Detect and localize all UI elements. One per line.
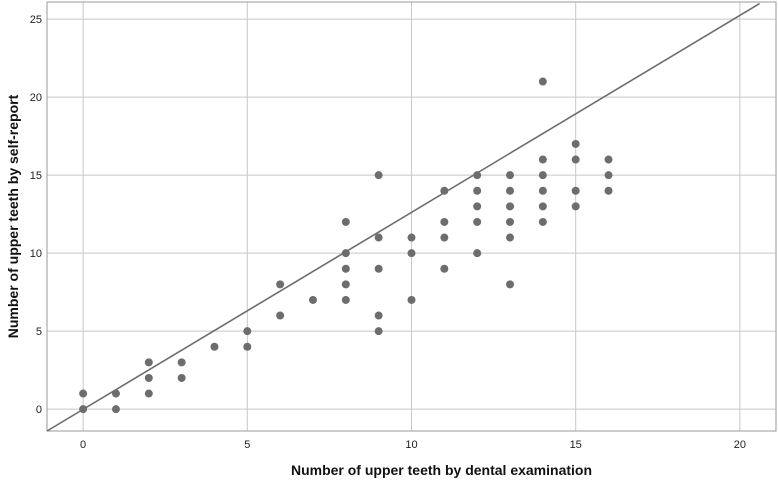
x-tick-label: 5 xyxy=(244,439,250,451)
data-point xyxy=(276,311,285,320)
data-point xyxy=(506,171,515,180)
data-point xyxy=(604,186,613,195)
data-point xyxy=(210,342,219,351)
data-point xyxy=(440,233,449,242)
data-point xyxy=(144,373,153,382)
data-point xyxy=(374,171,383,180)
data-point xyxy=(440,217,449,226)
data-point xyxy=(538,186,547,195)
data-point xyxy=(538,77,547,86)
data-point xyxy=(473,171,482,180)
y-tick-label: 0 xyxy=(36,404,42,416)
data-point xyxy=(440,186,449,195)
data-point xyxy=(571,202,580,211)
x-tick-label: 15 xyxy=(570,439,582,451)
data-point xyxy=(506,202,515,211)
data-point xyxy=(506,233,515,242)
data-point xyxy=(111,405,120,414)
data-point xyxy=(144,389,153,398)
plot-frame xyxy=(46,1,777,432)
data-point xyxy=(506,186,515,195)
y-tick-label: 25 xyxy=(30,14,42,26)
data-point xyxy=(571,155,580,164)
x-tick-label: 20 xyxy=(734,439,746,451)
data-point xyxy=(243,327,252,336)
data-point xyxy=(538,217,547,226)
data-point xyxy=(111,389,120,398)
data-point xyxy=(538,171,547,180)
data-point xyxy=(604,171,613,180)
data-point xyxy=(79,389,88,398)
data-point xyxy=(440,264,449,273)
data-point xyxy=(374,264,383,273)
data-point xyxy=(276,280,285,289)
x-axis-title: Number of upper teeth by dental examinat… xyxy=(291,462,592,478)
data-point xyxy=(341,217,350,226)
data-point xyxy=(374,327,383,336)
data-point xyxy=(473,186,482,195)
data-point xyxy=(506,217,515,226)
data-point xyxy=(177,358,186,367)
reference-line-layer xyxy=(46,2,760,432)
data-point xyxy=(473,202,482,211)
data-point xyxy=(538,155,547,164)
data-point xyxy=(473,217,482,226)
y-tick-label: 15 xyxy=(30,170,42,182)
data-point xyxy=(407,249,416,258)
reference-line xyxy=(46,2,760,432)
data-point xyxy=(374,233,383,242)
grid-layer xyxy=(47,2,776,431)
data-point xyxy=(571,186,580,195)
data-point xyxy=(407,233,416,242)
data-point xyxy=(571,139,580,148)
data-point xyxy=(506,280,515,289)
y-tick-label: 5 xyxy=(36,326,42,338)
y-tick-label: 20 xyxy=(30,92,42,104)
data-point xyxy=(374,311,383,320)
data-point xyxy=(144,358,153,367)
x-tick-label: 10 xyxy=(405,439,417,451)
data-point xyxy=(341,249,350,258)
data-point xyxy=(79,405,88,414)
data-point xyxy=(473,249,482,258)
data-point xyxy=(341,264,350,273)
data-point xyxy=(341,280,350,289)
data-point xyxy=(407,295,416,304)
points-layer xyxy=(79,77,613,414)
data-point xyxy=(341,295,350,304)
y-axis-title: Number of upper teeth by self-report xyxy=(5,94,21,338)
data-point xyxy=(243,342,252,351)
data-point xyxy=(177,373,186,382)
data-point xyxy=(538,202,547,211)
tick-labels-layer: 0 5 10 15 20 0 5 10 15 20 25 xyxy=(30,14,746,451)
data-point xyxy=(604,155,613,164)
data-point xyxy=(308,295,317,304)
y-tick-label: 10 xyxy=(30,248,42,260)
x-tick-label: 0 xyxy=(80,439,86,451)
